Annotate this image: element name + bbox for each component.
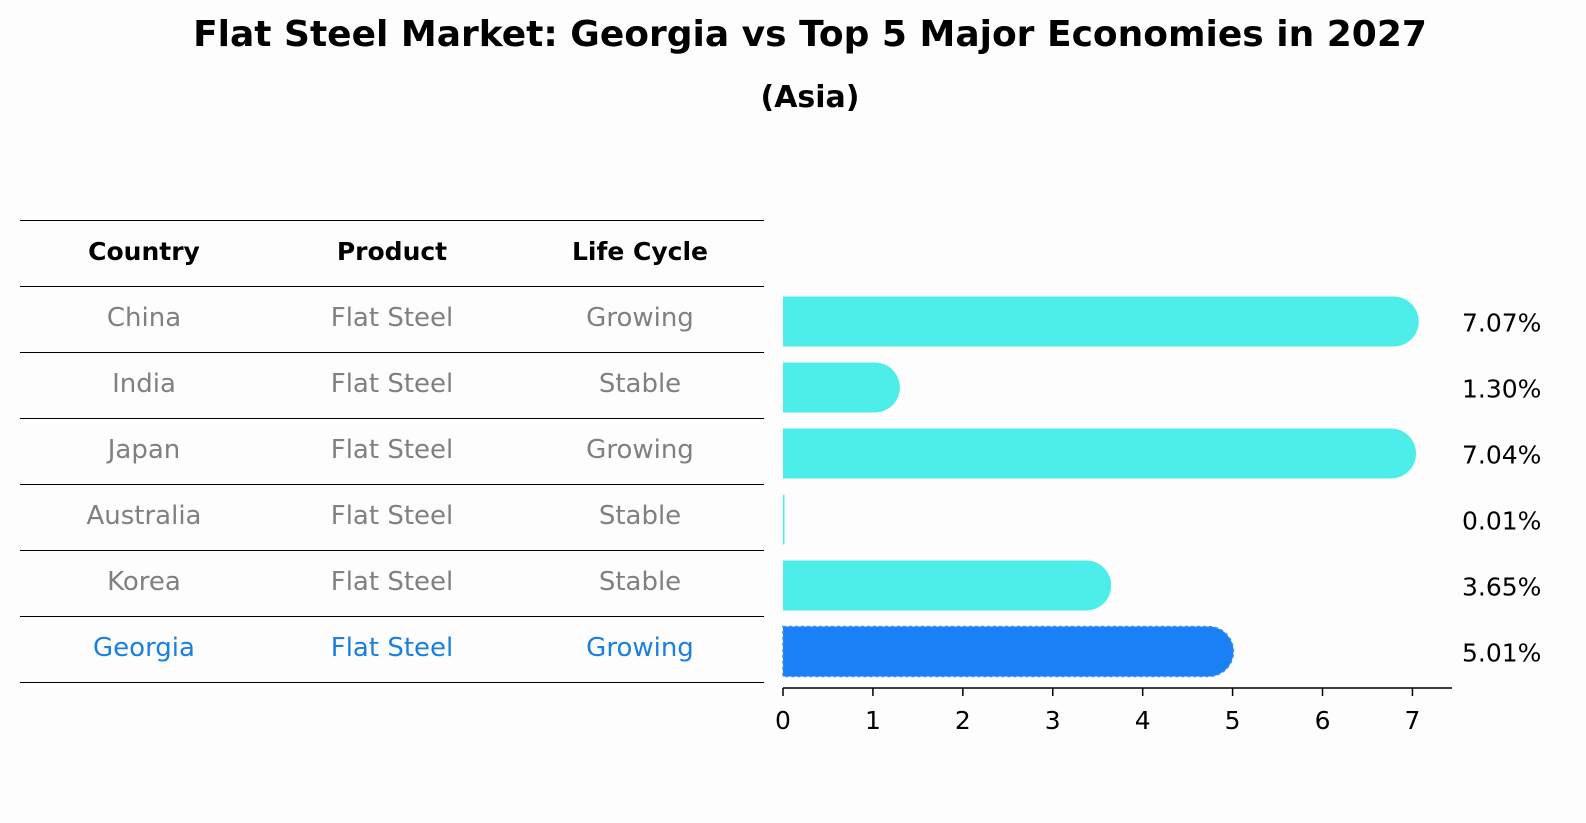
x-tick-label: 4 — [1135, 706, 1151, 735]
table-header-life-cycle: Life Cycle — [571, 237, 709, 266]
table-rule — [20, 682, 764, 683]
table-cell-life-cycle: Stable — [598, 501, 682, 531]
table-rule — [20, 286, 764, 287]
bar-korea — [783, 560, 1112, 611]
table-rule — [20, 418, 764, 419]
table-cell-product: Flat Steel — [330, 501, 454, 531]
bar-value-label: 7.04% — [1462, 441, 1541, 470]
table-rule — [20, 484, 764, 485]
table-rule — [20, 352, 764, 353]
table-cell-country: Japan — [107, 435, 181, 465]
chart-subtitle: (Asia) — [760, 80, 860, 115]
bar-value-label: 0.01% — [1462, 507, 1541, 536]
table-header-product: Product — [336, 237, 448, 266]
bar-georgia — [782, 625, 1235, 678]
x-tick-label: 1 — [865, 706, 881, 735]
bar-value-label: 7.07% — [1462, 309, 1541, 338]
table-cell-product: Flat Steel — [330, 369, 454, 399]
table-cell-country: India — [112, 369, 176, 399]
x-tick-label: 7 — [1404, 706, 1420, 735]
table-cell-life-cycle: Stable — [598, 369, 682, 399]
bar-value-label: 1.30% — [1462, 375, 1541, 404]
bar-australia — [783, 494, 785, 545]
table-cell-product: Flat Steel — [330, 303, 454, 333]
table-rule — [20, 550, 764, 551]
bar-value-label: 3.65% — [1462, 573, 1541, 602]
x-tick-label: 3 — [1045, 706, 1061, 735]
table-cell-life-cycle: Growing — [586, 303, 694, 333]
table-cell-product: Flat Steel — [330, 633, 454, 663]
table-rule — [20, 220, 764, 221]
bar-value-label: 5.01% — [1462, 639, 1541, 668]
bar-china — [783, 296, 1419, 347]
table-rule — [20, 616, 764, 617]
table-header-country: Country — [88, 237, 200, 266]
x-tick-label: 5 — [1225, 706, 1241, 735]
x-tick-label: 0 — [775, 706, 791, 735]
table-cell-product: Flat Steel — [330, 567, 454, 597]
table-cell-life-cycle: Growing — [586, 435, 694, 465]
table-cell-life-cycle: Growing — [586, 633, 694, 663]
table-cell-country: Korea — [107, 567, 181, 597]
table-cell-country: Australia — [86, 501, 202, 531]
x-tick-label: 6 — [1315, 706, 1331, 735]
table-cell-life-cycle: Stable — [598, 567, 682, 597]
x-tick-label: 2 — [955, 706, 971, 735]
table-cell-product: Flat Steel — [330, 435, 454, 465]
table-cell-country: China — [106, 303, 182, 333]
table-cell-country: Georgia — [93, 633, 195, 663]
chart-title: Flat Steel Market: Georgia vs Top 5 Majo… — [193, 14, 1427, 55]
bar-india — [783, 362, 900, 413]
bar-japan — [783, 428, 1417, 479]
